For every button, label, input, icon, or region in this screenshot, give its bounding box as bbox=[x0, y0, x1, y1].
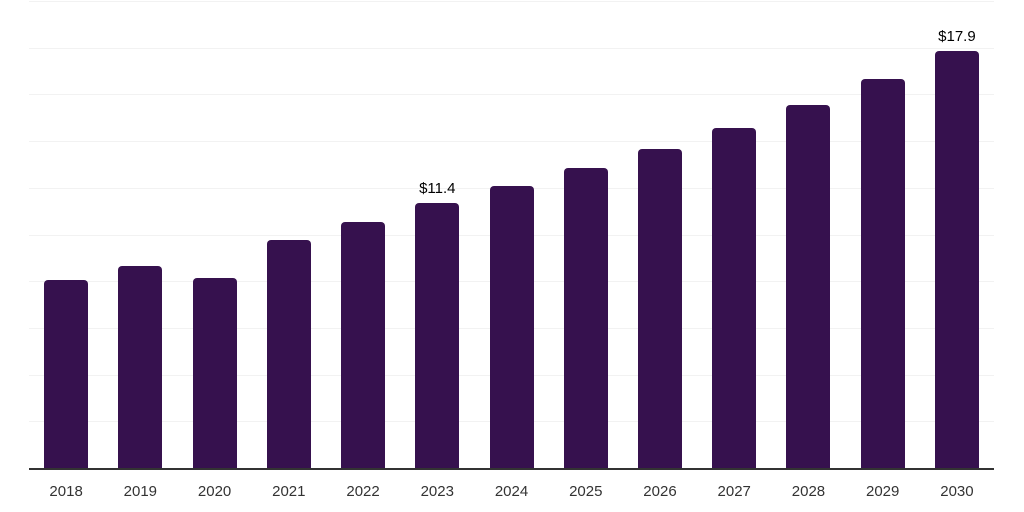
bar-2020 bbox=[192, 277, 237, 469]
data-label-2030: $17.9 bbox=[938, 28, 976, 46]
bar-2022 bbox=[341, 221, 386, 469]
bar-2027 bbox=[712, 128, 757, 469]
gridline bbox=[29, 94, 994, 96]
x-tick-2026: 2026 bbox=[643, 483, 677, 500]
bar-2026 bbox=[637, 149, 682, 469]
data-label-2023: $11.4 bbox=[419, 179, 456, 197]
bar-column-2022 bbox=[326, 2, 400, 469]
x-tick-2022: 2022 bbox=[346, 483, 380, 500]
bar-column-2028 bbox=[771, 2, 845, 469]
bar-column-2026 bbox=[623, 2, 697, 469]
gridline bbox=[29, 47, 994, 49]
x-axis-labels: 2018 2019 2020 2021 2022 2023 2024 2025 2026 2027… bbox=[29, 469, 994, 512]
bars: $11.4 $17.9 bbox=[29, 2, 994, 469]
x-tick-2030: 2030 bbox=[940, 483, 974, 500]
bar-column-2029 bbox=[846, 2, 920, 469]
bar-column-2024 bbox=[474, 2, 548, 469]
bar-2018 bbox=[44, 279, 89, 469]
bar-2023 bbox=[415, 202, 460, 469]
bar-2029 bbox=[860, 79, 905, 469]
gridline bbox=[29, 1, 994, 2]
x-tick-2018: 2018 bbox=[49, 483, 83, 500]
bar-column-2021 bbox=[252, 2, 326, 469]
x-tick-2024: 2024 bbox=[494, 483, 529, 500]
bar-2030 bbox=[934, 51, 979, 469]
x-tick-2025: 2025 bbox=[569, 483, 603, 500]
bar-column-2019 bbox=[103, 2, 177, 469]
bar-column-2027 bbox=[697, 2, 771, 469]
bar-2019 bbox=[118, 265, 163, 469]
bar-column-2025 bbox=[549, 2, 623, 469]
bar-column-2018 bbox=[29, 2, 103, 469]
x-tick-2027: 2027 bbox=[717, 483, 751, 500]
x-tick-2023: 2023 bbox=[420, 483, 454, 500]
x-tick-2021: 2021 bbox=[272, 483, 306, 500]
bar-2028 bbox=[786, 104, 831, 469]
x-axis-line bbox=[29, 468, 994, 470]
x-tick-2020: 2020 bbox=[197, 483, 232, 500]
gridline bbox=[29, 141, 994, 143]
bar-column-2030: $17.9 bbox=[920, 2, 994, 469]
bar-2025 bbox=[563, 167, 608, 469]
x-tick-2029: 2029 bbox=[866, 483, 900, 500]
plot-area: $11.4 $17.9 bbox=[29, 1, 994, 470]
bar-column-2020 bbox=[177, 2, 251, 469]
bar-column-2023: $11.4 bbox=[400, 2, 474, 469]
x-tick-2019: 2019 bbox=[123, 483, 158, 500]
bar-2021 bbox=[266, 240, 311, 469]
bar-2024 bbox=[489, 186, 534, 469]
x-tick-2028: 2028 bbox=[791, 483, 826, 500]
